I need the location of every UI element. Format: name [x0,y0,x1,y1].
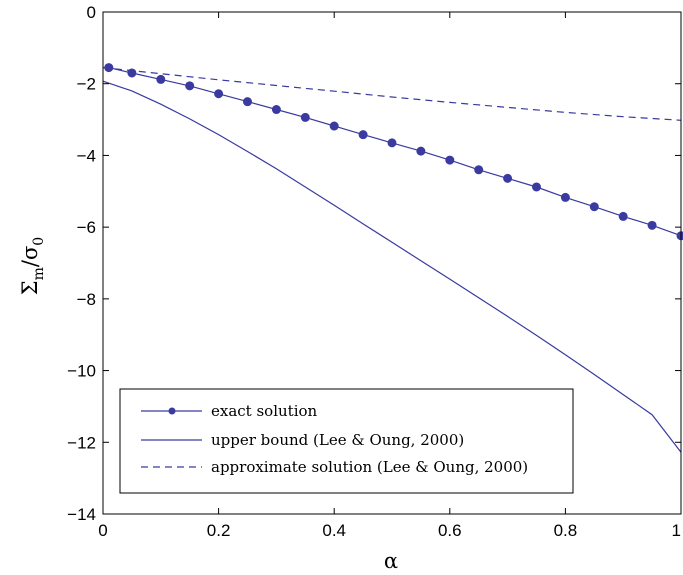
series-markers [104,63,683,241]
y-tick-label: −8 [77,290,96,309]
y-tick-label: 0 [87,3,96,22]
y-tick-label: −2 [77,75,96,94]
x-tick-label: 1 [672,521,681,540]
axis-ticks [102,11,682,515]
legend-marker-exact [168,407,176,415]
data-point [532,182,541,192]
svg-text:Σm/σ0: Σm/σ0 [18,237,47,295]
y-tick-label: −4 [77,146,96,165]
data-point [243,97,252,107]
y-tick-label: −6 [77,218,96,237]
data-point [474,165,484,175]
data-point [127,68,137,78]
legend: exact solution upper bound (Lee & Oung, … [119,388,574,494]
legend-label-upper: upper bound (Lee & Oung, 2000) [211,431,464,449]
data-point [445,155,455,165]
data-point [329,121,339,131]
legend-entry-exact: exact solution [141,402,318,420]
data-point [214,89,224,99]
data-point [156,74,166,84]
x-tick-label: 0.8 [554,521,578,540]
y-tick-label: −10 [67,362,96,381]
legend-label-approx: approximate solution (Lee & Oung, 2000) [211,458,528,476]
data-point [560,192,570,202]
x-tick-label: 0.4 [322,521,346,540]
y-axis-label: Σm/σ0 [18,237,47,295]
data-point [358,130,368,140]
legend-box [119,388,574,494]
legend-entry-upper: upper bound (Lee & Oung, 2000) [141,431,464,449]
x-tick-label: 0 [98,521,107,540]
data-point [503,173,513,183]
legend-label-exact: exact solution [211,402,318,420]
data-point [647,220,657,230]
data-point [589,202,599,212]
tick-labels: 0 0.2 0.4 0.6 0.8 1 0 −2 −4 −6 −8 −10 −12 −14 [67,3,681,540]
legend-entry-approx: approximate solution (Lee & Oung, 2000) [141,458,528,476]
data-point [676,231,683,241]
data-point [300,112,310,122]
data-point [271,105,281,115]
data-point [416,146,426,156]
data-point [618,211,628,221]
x-axis-label: α [384,549,398,573]
series-line-1 [102,80,682,453]
y-tick-label: −14 [67,505,96,524]
axes-frame [102,11,682,515]
series-line-2 [102,67,682,121]
y-tick-label: −12 [67,433,96,452]
data-point [387,138,397,148]
data-point [185,81,195,91]
x-tick-label: 0.6 [438,521,462,540]
x-tick-label: 0.2 [207,521,231,540]
data-point [104,63,114,73]
